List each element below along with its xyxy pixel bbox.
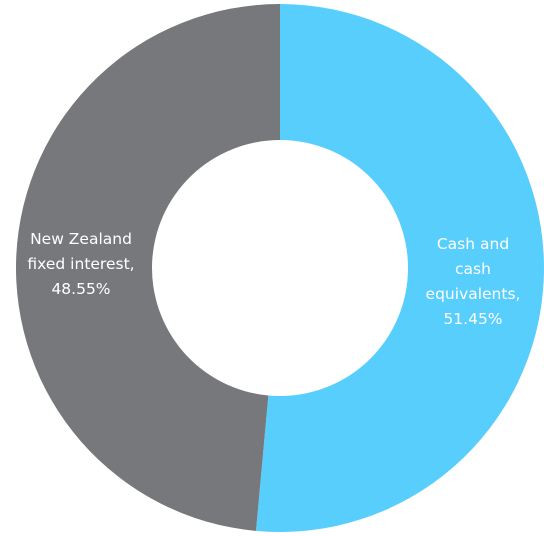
slice-label-line: New Zealand	[30, 230, 132, 248]
slice-label-line: 48.55%	[51, 280, 110, 298]
slice-label-cash-and-cash-equivalents: Cash and cash equivalents, 51.45%	[426, 235, 521, 328]
slice-label-line: Cash and	[437, 235, 509, 253]
slice-cash-and-cash-equivalents	[255, 4, 544, 532]
slice-new-zealand-fixed-interest	[15, 4, 281, 531]
slice-label-line: 51.45%	[443, 310, 502, 328]
slice-label-line: fixed interest,	[27, 255, 134, 273]
slice-label-new-zealand-fixed-interest: New Zealand fixed interest, 48.55%	[27, 230, 134, 298]
slice-label-line: equivalents,	[426, 285, 521, 303]
slice-label-line: cash	[455, 260, 491, 278]
